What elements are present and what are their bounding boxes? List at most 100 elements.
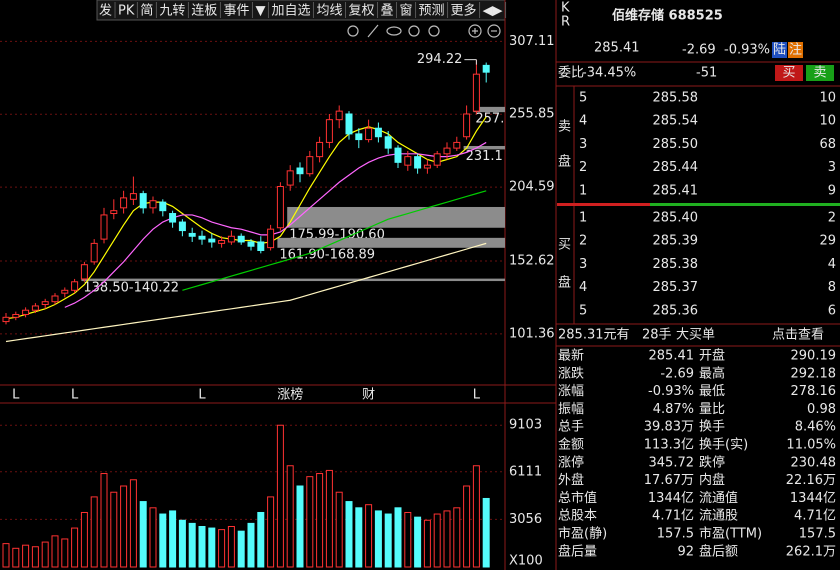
event-marker[interactable]: L [71,388,79,403]
candle-body [90,242,98,263]
zoom-in[interactable] [468,24,482,38]
toolbar-button[interactable]: 窗 [400,3,413,19]
stat-value: 4.71亿 [652,509,694,524]
stat-label: 金额 [558,437,584,453]
stat-value: 17.67万 [644,473,694,488]
price-change-pct: -0.93% [724,43,770,58]
toolbar-button[interactable]: 更多 [451,3,477,19]
toolbar-button[interactable]: 复权 [348,3,374,19]
stat-value: 290.19 [791,349,837,364]
volume-bar [306,476,314,568]
price-tick-label: 307.11 [509,34,555,49]
draw-icon[interactable] [367,24,379,38]
candle-body [227,235,235,243]
book-bar-green [650,203,840,206]
volume-bar [61,538,69,568]
volume-bar [414,516,422,568]
candle-body [159,201,167,212]
stat-value: 8.46% [795,420,836,435]
volume-bar [423,519,431,568]
toolbar-button[interactable]: 均线 [316,4,342,19]
stat-value: 1344亿 [790,491,836,506]
candle-body [276,186,284,229]
volume-bar [316,473,324,568]
chart-tools [347,24,501,38]
big-order-text[interactable]: 点击查看 [772,327,824,343]
layout-icon[interactable] [408,25,420,37]
volume-bar [296,485,304,568]
book-level: 2 [579,234,587,249]
event-marker[interactable]: 财 [362,388,375,403]
big-order-text: 285.31元有 [558,328,630,343]
gap-zone [473,106,505,113]
book-price: 285.41 [653,183,699,198]
volume-bar [120,485,128,568]
candle-body [2,316,10,323]
event-marker[interactable]: 涨榜 [277,387,303,403]
stat-value: 11.05% [786,438,836,453]
candle-body [31,305,39,311]
book-level: 4 [579,280,587,295]
candle-body [198,235,206,240]
toolbar-button[interactable]: 预测 [419,4,445,19]
toolbar-button[interactable]: 九转 [159,4,185,19]
event-marker[interactable]: L [12,388,20,403]
stat-label: 总手 [558,420,584,435]
book-level: 1 [579,211,587,226]
sell-button[interactable] [806,65,834,81]
toolbar-button[interactable]: 发 [99,3,112,19]
stat-label: 跌停 [699,454,725,470]
candle-body [80,264,88,280]
stat-value: 278.16 [791,384,837,399]
candle-body [188,232,196,237]
stat-value: 1344亿 [648,491,694,506]
stat-label: 盘后额 [699,543,738,559]
toolbar-button[interactable]: PK [118,4,135,19]
candle-body [365,127,373,141]
toolbar-button[interactable]: 简 [140,3,153,19]
volume-bar [31,546,39,568]
volume-bar [80,511,88,568]
volume-tick-label: 3056 [509,512,542,527]
toolbar-button[interactable]: ▼ [255,4,265,19]
book-bar-red [557,203,650,206]
stat-value: 285.41 [649,349,695,364]
toolbar-button[interactable]: ◀▶ [483,4,503,19]
book-level: 3 [579,137,587,152]
stat-label: 总市值 [558,490,597,506]
price-tick-label: 204.59 [509,180,555,195]
volume-bar [482,497,490,568]
volume-bar [247,522,255,568]
stat-label: 换手(实) [699,438,748,453]
candle-body [296,167,304,175]
view-icon[interactable] [386,26,402,36]
event-marker[interactable]: L [473,388,481,403]
book-price: 285.39 [653,234,699,249]
badge-text: 陆 [773,42,786,58]
zoom-out[interactable] [487,24,501,38]
volume-bar [325,469,333,568]
candle-body [316,141,324,158]
toolbar-button[interactable]: 叠 [381,4,394,19]
candle-body [306,156,314,175]
gap-zone-label: 138.50-140.22 [83,281,179,296]
candle-body [169,213,177,223]
settings-icon[interactable] [347,25,359,37]
toolbar-button[interactable]: 连板 [191,3,217,19]
volume-bar [41,541,49,568]
info-icon[interactable] [428,25,440,37]
stat-value: 4.87% [653,402,694,417]
buy-button[interactable] [775,65,803,81]
stat-value: 230.48 [791,455,837,470]
volume-bar [2,543,10,568]
toolbar-button[interactable]: 加自选 [271,4,310,19]
toolbar-button[interactable]: 事件 [223,4,249,19]
ratio-label: 委比 [558,66,584,81]
event-marker[interactable]: L [198,388,206,403]
candle-body [374,127,382,138]
stat-label: 开盘 [699,348,725,364]
book-price: 285.36 [653,303,699,318]
moving-average [182,190,487,291]
